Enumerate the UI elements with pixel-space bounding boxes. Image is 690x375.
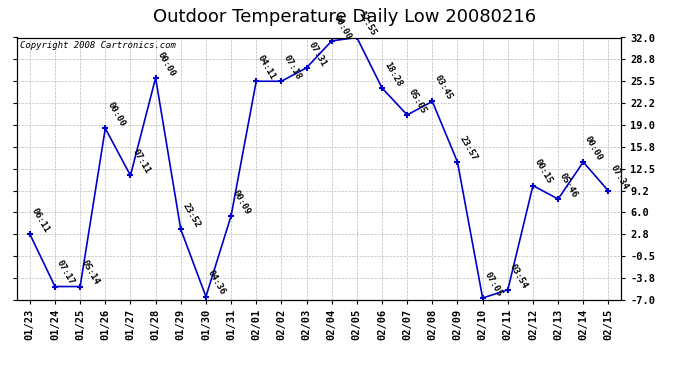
Text: 07:05: 07:05 <box>482 270 504 298</box>
Text: 07:18: 07:18 <box>282 54 303 81</box>
Text: 04:11: 04:11 <box>256 54 277 81</box>
Text: 00:15: 00:15 <box>533 158 554 186</box>
Text: 04:36: 04:36 <box>206 269 227 297</box>
Text: 23:52: 23:52 <box>181 201 202 229</box>
Text: 00:09: 00:09 <box>231 188 253 216</box>
Text: 00:00: 00:00 <box>583 134 604 162</box>
Text: 05:14: 05:14 <box>80 259 101 286</box>
Text: 00:00: 00:00 <box>156 50 177 78</box>
Text: Copyright 2008 Cartronics.com: Copyright 2008 Cartronics.com <box>20 42 176 51</box>
Text: 07:11: 07:11 <box>130 148 152 176</box>
Text: 07:34: 07:34 <box>609 163 630 191</box>
Text: 23:57: 23:57 <box>457 134 479 162</box>
Text: 00:00: 00:00 <box>332 13 353 41</box>
Text: 05:05: 05:05 <box>407 87 428 115</box>
Text: 00:00: 00:00 <box>106 100 126 128</box>
Text: Outdoor Temperature Daily Low 20080216: Outdoor Temperature Daily Low 20080216 <box>153 8 537 26</box>
Text: 03:54: 03:54 <box>508 262 529 290</box>
Text: 06:11: 06:11 <box>30 206 51 234</box>
Text: 05:46: 05:46 <box>558 171 580 199</box>
Text: 07:17: 07:17 <box>55 259 76 286</box>
Text: 18:28: 18:28 <box>382 60 403 88</box>
Text: 03:45: 03:45 <box>433 74 453 102</box>
Text: 07:31: 07:31 <box>306 40 328 68</box>
Text: 12:55: 12:55 <box>357 10 378 38</box>
